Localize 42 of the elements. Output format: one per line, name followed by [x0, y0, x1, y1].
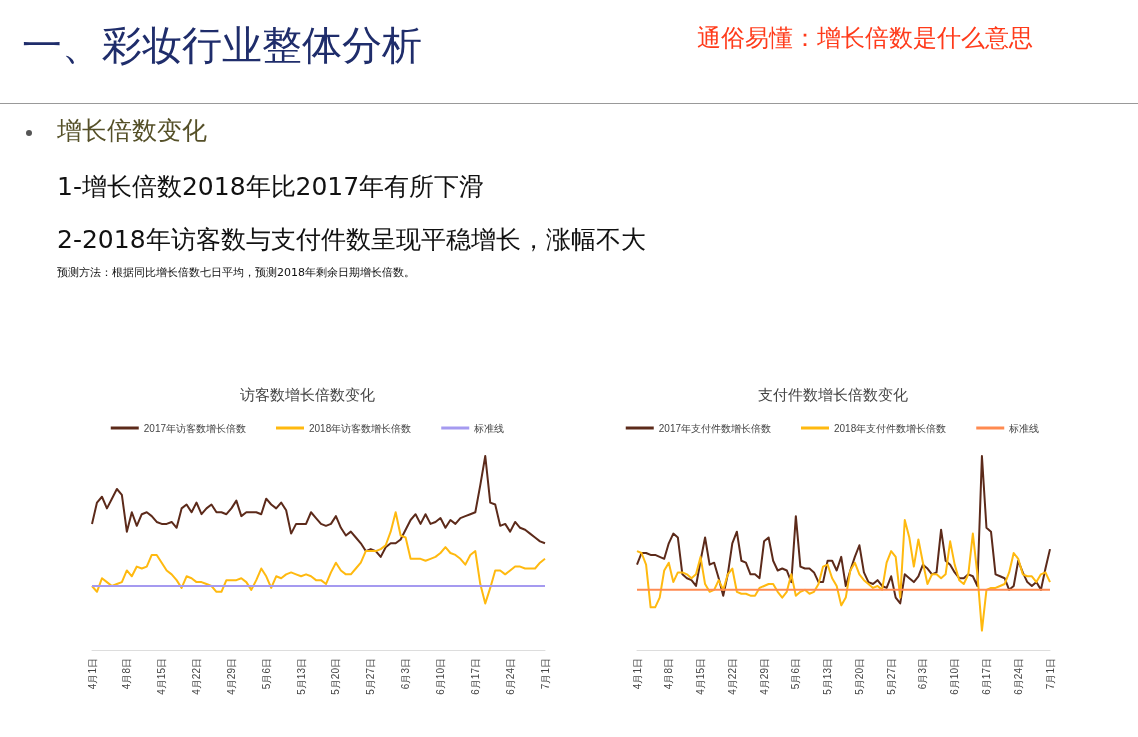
- chart-title: 访客数增长倍数变化: [240, 385, 375, 404]
- legend-label: 标准线: [473, 422, 505, 434]
- text: 预测方法：根据同比增长倍数七日平均，预测2018年剩余日期增长倍数。: [57, 265, 415, 280]
- x-tick-label: 4月1日: [86, 658, 98, 690]
- x-tick-label: 5月6日: [260, 658, 272, 690]
- text: 2-2018年访客数与支付件数呈现平稳增长，涨幅不大: [57, 224, 646, 256]
- legend-label: 标准线: [1008, 422, 1040, 434]
- x-tick-label: 4月8日: [121, 658, 133, 690]
- x-tick-label: 6月3日: [917, 658, 929, 690]
- x-tick-label: 4月29日: [758, 658, 770, 695]
- x-tick-label: 5月6日: [790, 658, 802, 690]
- x-tick-label: 5月27日: [885, 658, 897, 695]
- x-tick-label: 6月10日: [434, 658, 446, 695]
- x-tick-label: 5月20日: [853, 658, 865, 695]
- x-tick-label: 6月17日: [980, 658, 992, 695]
- x-tick-label: 7月1日: [1044, 658, 1056, 690]
- text: 增长倍数变化: [57, 115, 207, 147]
- legend-label: 2017年支付件数增长倍数: [658, 422, 771, 434]
- x-tick-label: 4月15日: [695, 658, 707, 695]
- x-tick-label: 6月24日: [504, 658, 516, 695]
- x-tick-label: 6月24日: [1012, 658, 1024, 695]
- x-tick-label: 7月1日: [539, 658, 551, 690]
- x-tick-label: 5月13日: [822, 658, 834, 695]
- x-tick-label: 6月10日: [949, 658, 961, 695]
- legend-label: 2018年访客数增长倍数: [309, 422, 412, 434]
- legend-label: 2017年访客数增长倍数: [143, 422, 246, 434]
- text: 通俗易懂：增长倍数是什么意思: [697, 23, 1033, 54]
- x-tick-label: 6月3日: [400, 658, 412, 690]
- x-tick-label: 4月15日: [156, 658, 168, 695]
- x-tick-label: 4月8日: [663, 658, 675, 690]
- chart-title: 支付件数增长倍数变化: [757, 385, 908, 404]
- x-tick-label: 5月13日: [295, 658, 307, 695]
- text: 1-增长倍数2018年比2017年有所下滑: [57, 171, 485, 203]
- text: 一、彩妆行业整体分析: [22, 21, 422, 70]
- x-tick-label: 4月29日: [225, 658, 237, 695]
- x-tick-label: 4月1日: [631, 658, 643, 690]
- x-tick-label: 6月17日: [469, 658, 481, 695]
- x-tick-label: 5月27日: [365, 658, 377, 695]
- x-tick-label: 5月20日: [330, 658, 342, 695]
- x-tick-label: 4月22日: [726, 658, 738, 695]
- legend-label: 2018年支付件数增长倍数: [834, 422, 947, 434]
- x-tick-label: 4月22日: [191, 658, 203, 695]
